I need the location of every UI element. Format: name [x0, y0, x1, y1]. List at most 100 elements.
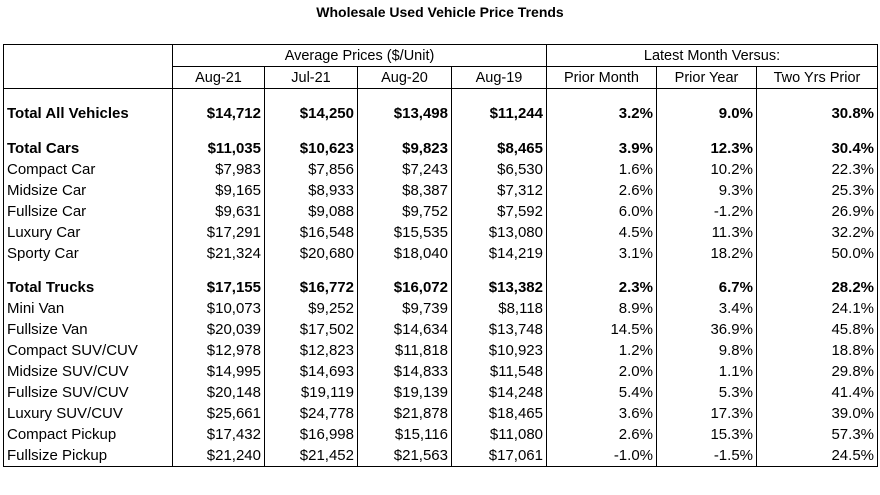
- value-cell: $8,118: [451, 298, 547, 319]
- value-cell: $11,548: [451, 361, 547, 382]
- spacer-cell: [546, 264, 657, 277]
- value-cell: 36.9%: [656, 319, 757, 340]
- value-cell: 10.2%: [656, 159, 757, 180]
- value-cell: $15,535: [357, 222, 452, 243]
- value-cell: $10,923: [451, 340, 547, 361]
- value-cell: $7,592: [451, 201, 547, 222]
- value-cell: 12.3%: [656, 138, 757, 159]
- value-cell: 18.2%: [656, 243, 757, 264]
- value-cell: $16,998: [264, 424, 358, 445]
- value-cell: 25.3%: [755, 180, 879, 201]
- value-cell: $21,878: [357, 403, 452, 424]
- spacer-cell: [656, 88, 757, 103]
- table-row: Compact SUV/CUV $12,978 $12,823 $11,818 $10,…: [3, 340, 879, 361]
- spacer-cell: [755, 124, 879, 138]
- value-cell: $20,039: [172, 319, 265, 340]
- value-cell: $13,748: [451, 319, 547, 340]
- spacer-row: [3, 124, 879, 138]
- spacer-cell: [656, 124, 757, 138]
- value-cell: $8,465: [451, 138, 547, 159]
- corner-cell: [3, 44, 173, 67]
- table-row: Fullsize Car $9,631 $9,088 $9,752 $7,592 6.0%…: [3, 201, 879, 222]
- value-cell: $15,116: [357, 424, 452, 445]
- value-cell: $14,219: [451, 243, 547, 264]
- value-cell: 9.0%: [656, 103, 757, 124]
- value-cell: $13,498: [357, 103, 452, 124]
- value-cell: 14.5%: [546, 319, 657, 340]
- value-cell: 15.3%: [656, 424, 757, 445]
- value-cell: $14,248: [451, 382, 547, 403]
- value-cell: $12,823: [264, 340, 358, 361]
- value-cell: 2.0%: [546, 361, 657, 382]
- value-cell: 3.9%: [546, 138, 657, 159]
- spacer-cell: [172, 264, 265, 277]
- value-cell: $11,818: [357, 340, 452, 361]
- value-cell: $18,465: [451, 403, 547, 424]
- value-cell: 1.1%: [656, 361, 757, 382]
- value-cell: 22.3%: [755, 159, 879, 180]
- value-cell: $18,040: [357, 243, 452, 264]
- row-label: Compact Pickup: [3, 424, 173, 445]
- group-header-row: Average Prices ($/Unit) Latest Month Ver…: [3, 44, 879, 67]
- value-cell: $9,823: [357, 138, 452, 159]
- value-cell: -1.5%: [656, 445, 757, 467]
- spacer-cell: [3, 264, 173, 277]
- corner-cell: [3, 66, 173, 89]
- value-cell: $17,061: [451, 445, 547, 467]
- value-cell: $7,243: [357, 159, 452, 180]
- value-cell: $21,240: [172, 445, 265, 467]
- value-cell: 5.4%: [546, 382, 657, 403]
- row-label: Fullsize SUV/CUV: [3, 382, 173, 403]
- spacer-cell: [172, 124, 265, 138]
- value-cell: $7,856: [264, 159, 358, 180]
- value-cell: 18.8%: [755, 340, 879, 361]
- value-cell: $16,072: [357, 277, 452, 298]
- table-row: Fullsize Pickup $21,240 $21,452 $21,563 $17,…: [3, 445, 879, 467]
- value-cell: 1.2%: [546, 340, 657, 361]
- value-cell: -1.0%: [546, 445, 657, 467]
- value-cell: 6.0%: [546, 201, 657, 222]
- row-label: Midsize SUV/CUV: [3, 361, 173, 382]
- spacer-cell: [546, 124, 657, 138]
- value-cell: 28.2%: [755, 277, 879, 298]
- table-row: Midsize SUV/CUV $14,995 $14,693 $14,833 $11,…: [3, 361, 879, 382]
- value-cell: $20,680: [264, 243, 358, 264]
- value-cell: $9,739: [357, 298, 452, 319]
- row-label: Fullsize Van: [3, 319, 173, 340]
- value-cell: $9,165: [172, 180, 265, 201]
- table-row: Fullsize SUV/CUV $20,148 $19,119 $19,139 $14…: [3, 382, 879, 403]
- value-cell: $14,693: [264, 361, 358, 382]
- value-cell: 3.4%: [656, 298, 757, 319]
- value-cell: 30.4%: [755, 138, 879, 159]
- table-row: Compact Car $7,983 $7,856 $7,243 $6,530 1.6% 1…: [3, 159, 879, 180]
- col-header: Aug-20: [357, 66, 452, 89]
- value-cell: $8,387: [357, 180, 452, 201]
- row-label: Mini Van: [3, 298, 173, 319]
- value-cell: $25,661: [172, 403, 265, 424]
- value-cell: $11,244: [451, 103, 547, 124]
- row-label: Sporty Car: [3, 243, 173, 264]
- value-cell: 30.8%: [755, 103, 879, 124]
- table-row: Mini Van $10,073 $9,252 $9,739 $8,118 8.9% 3.4…: [3, 298, 879, 319]
- value-cell: 32.2%: [755, 222, 879, 243]
- page-title: Wholesale Used Vehicle Price Trends: [316, 4, 564, 20]
- table-row: Luxury Car $17,291 $16,548 $15,535 $13,080 4.…: [3, 222, 879, 243]
- value-cell: 17.3%: [656, 403, 757, 424]
- spacer-cell: [451, 88, 547, 103]
- col-header: Jul-21: [264, 66, 358, 89]
- value-cell: 3.2%: [546, 103, 657, 124]
- table-row: Sporty Car $21,324 $20,680 $18,040 $14,219 3.…: [3, 243, 879, 264]
- row-label: Luxury Car: [3, 222, 173, 243]
- value-cell: $21,563: [357, 445, 452, 467]
- value-cell: 2.6%: [546, 424, 657, 445]
- col-header: Prior Year: [656, 66, 757, 89]
- row-label: Total All Vehicles: [3, 103, 173, 124]
- value-cell: $10,073: [172, 298, 265, 319]
- value-cell: 5.3%: [656, 382, 757, 403]
- total-row: Total All Vehicles $14,712 $14,250 $13,498 $…: [3, 103, 879, 124]
- spacer-cell: [755, 88, 879, 103]
- value-cell: $19,119: [264, 382, 358, 403]
- value-cell: $21,452: [264, 445, 358, 467]
- value-cell: 6.7%: [656, 277, 757, 298]
- price-trends-table: Average Prices ($/Unit) Latest Month Ver…: [3, 44, 879, 467]
